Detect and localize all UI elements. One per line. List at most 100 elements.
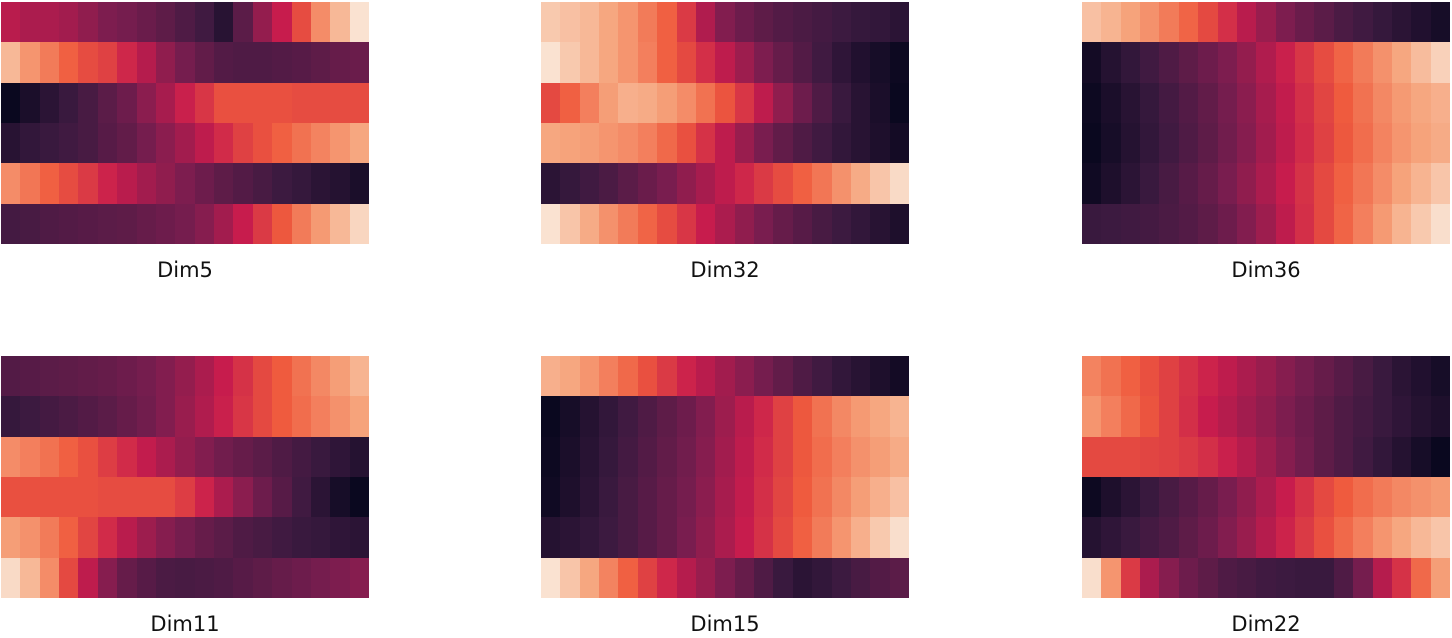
heatmap-cell [657, 356, 678, 397]
heatmap-cell [735, 204, 755, 244]
heatmap-cell [851, 204, 871, 244]
heatmap-cell [117, 123, 138, 164]
heatmap-cell [1256, 437, 1277, 478]
heatmap-cell [638, 204, 658, 244]
heatmap-cell [311, 42, 331, 84]
heatmap-cell [1198, 204, 1219, 244]
heatmap-cell [137, 356, 157, 397]
heatmap-cell [618, 204, 639, 244]
heatmap-cell [1373, 2, 1393, 43]
heatmap-cell [311, 83, 331, 124]
heatmap-cell [40, 2, 60, 43]
heatmap-cell [580, 477, 600, 518]
heatmap-cell [793, 517, 813, 559]
heatmap-cell [350, 83, 369, 124]
heatmap-cell [754, 356, 774, 397]
heatmap-cell [580, 123, 600, 164]
heatmap-cell [311, 517, 331, 559]
heatmap-cell [20, 356, 41, 397]
heatmap-cell [657, 83, 678, 124]
heatmap-cell [98, 123, 118, 164]
heatmap-cell [1082, 477, 1102, 518]
heatmap-cell [59, 83, 79, 124]
heatmap-cell [195, 356, 215, 397]
heatmap-cell [735, 396, 755, 438]
heatmap-cell [156, 204, 176, 244]
heatmap-cell [715, 396, 736, 438]
heatmap-cell [1237, 2, 1257, 43]
heatmap-cell [40, 123, 60, 164]
heatmap-cell [560, 558, 581, 598]
heatmap-cell [1314, 356, 1335, 397]
heatmap-cell [117, 558, 138, 598]
heatmap-cell [292, 163, 312, 205]
heatmap-cell [214, 204, 234, 244]
heatmap-cell [1159, 356, 1180, 397]
heatmap-cell [580, 396, 600, 438]
heatmap-cell [272, 123, 293, 164]
heatmap-cell [812, 42, 833, 84]
heatmap-cell [890, 42, 909, 84]
caption-dim15: Dim15 [690, 612, 760, 636]
heatmap-cell [1276, 123, 1296, 164]
heatmap-cell [1179, 477, 1199, 518]
heatmap-cell [20, 558, 41, 598]
heatmap-cell [1295, 558, 1315, 598]
heatmap-cell [233, 517, 254, 559]
heatmap-cell [330, 163, 351, 205]
heatmap-cell [560, 396, 581, 438]
heatmap-cell [657, 437, 678, 478]
heatmap-cell [292, 396, 312, 438]
heatmap-cell [599, 123, 619, 164]
heatmap-cell [117, 356, 138, 397]
heatmap-cell [78, 83, 99, 124]
heatmap-cell [1392, 83, 1412, 124]
heatmap-cell [1256, 42, 1277, 84]
heatmap-cell [599, 163, 619, 205]
heatmap-cell [735, 2, 755, 43]
heatmap-cell [677, 83, 697, 124]
heatmap-cell [1373, 558, 1393, 598]
heatmap-cell [1334, 83, 1354, 124]
heatmap-cell [1101, 2, 1122, 43]
heatmap-cell [696, 2, 716, 43]
heatmap-cell [253, 437, 273, 478]
heatmap-cell [195, 204, 215, 244]
heatmap-cell [20, 123, 41, 164]
heatmap-cell [1276, 204, 1296, 244]
heatmap-cell [1, 204, 21, 244]
heatmap-cell [156, 42, 176, 84]
heatmap-cell [175, 558, 196, 598]
heatmap-cell [292, 558, 312, 598]
heatmap-cell [1218, 204, 1238, 244]
heatmap-cell [715, 517, 736, 559]
heatmap-cell [292, 437, 312, 478]
heatmap-cell [1256, 477, 1277, 518]
heatmap-cell [1198, 396, 1219, 438]
heatmap-cell [1392, 2, 1412, 43]
heatmap-cell [657, 123, 678, 164]
heatmap-cell [1411, 2, 1432, 43]
heatmap-cell [1140, 558, 1160, 598]
heatmap-cell [117, 42, 138, 84]
heatmap-cell [638, 437, 658, 478]
heatmap-cell [20, 2, 41, 43]
heatmap-cell [1411, 204, 1432, 244]
heatmap-cell [1411, 517, 1432, 559]
heatmap-cell [560, 42, 581, 84]
heatmap-cell [1314, 396, 1335, 438]
heatmap-cell [292, 83, 312, 124]
heatmap-cell [1179, 437, 1199, 478]
heatmap-cell [175, 356, 196, 397]
heatmap-cell [233, 42, 254, 84]
heatmap-cell [1276, 517, 1296, 559]
heatmap-cell [1, 477, 21, 518]
heatmap-cell [1101, 396, 1122, 438]
heatmap-cell [1082, 558, 1102, 598]
heatmap-cell [1179, 396, 1199, 438]
heatmap-cell [272, 356, 293, 397]
heatmap-cell [98, 163, 118, 205]
heatmap-cell [253, 83, 273, 124]
heatmap-cell [40, 396, 60, 438]
heatmap-cell [1334, 477, 1354, 518]
